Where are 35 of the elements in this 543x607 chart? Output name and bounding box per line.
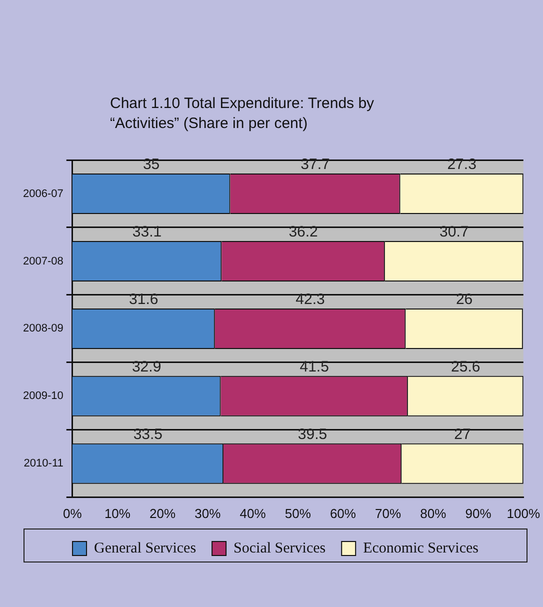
data-label: 42.3 <box>296 291 325 308</box>
data-label: 39.5 <box>298 426 328 444</box>
data-label: 33.1 <box>132 224 162 241</box>
x-tick-label: 40% <box>240 506 266 521</box>
x-tick-label: 30% <box>194 506 222 521</box>
y-tick-label: 2006-07 <box>22 188 64 200</box>
x-tick-label: 100% <box>506 506 540 521</box>
x-tick-label: 70% <box>375 506 402 521</box>
data-label: 25.6 <box>451 358 480 376</box>
y-tick-label: 2009-10 <box>22 390 64 402</box>
y-tick-label: 2007-08 <box>22 255 64 268</box>
x-tick-label: 90% <box>465 506 492 521</box>
x-tick-label: 60% <box>330 506 356 521</box>
chart-title: Chart 1.10 Total Expenditure: Trends by “Activities” (Share in per cent) <box>110 94 376 134</box>
x-tick-label: 0% <box>62 506 82 521</box>
data-label: 27.3 <box>447 156 476 174</box>
x-tick-label: 10% <box>104 506 131 521</box>
y-tick-label: 2008-09 <box>22 322 64 335</box>
data-label: 41.5 <box>300 358 329 376</box>
data-label: 35 <box>142 156 160 174</box>
data-label: 37.7 <box>300 156 330 174</box>
data-label: 26 <box>456 291 473 308</box>
data-label: 33.5 <box>133 426 163 444</box>
data-label: 36.2 <box>288 224 318 241</box>
y-tick-label: 2010-11 <box>24 458 64 470</box>
legend-label: Economic Services <box>363 540 479 556</box>
x-tick-label: 50% <box>284 506 312 521</box>
x-tick-label: 80% <box>420 506 447 521</box>
data-label: 27 <box>454 426 471 444</box>
data-label: 31.6 <box>129 291 158 308</box>
x-tick-label: 20% <box>150 506 176 521</box>
legend-label: General Services <box>94 540 196 556</box>
data-label: 30.7 <box>440 224 469 241</box>
legend-label: Social Services <box>234 540 326 556</box>
data-label: 32.9 <box>132 358 162 376</box>
